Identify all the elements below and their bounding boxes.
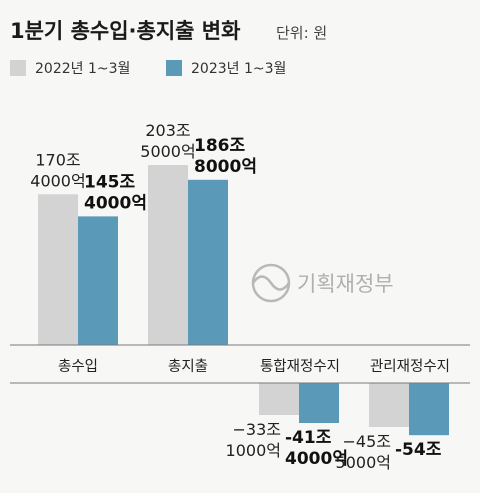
value-labels: 170조 4000억 203조 5000억 −33조 1000억 −45조 5000억 145조… [30, 121, 441, 472]
value-label-total-expenditure-2023-line1: 186조 [194, 136, 245, 156]
bar-total-revenue-2022 [38, 194, 78, 345]
bar-total-revenue-2023 [78, 216, 118, 345]
category-label-total-revenue: 총수입 [58, 358, 98, 375]
category-label-total-expenditure: 총지출 [168, 358, 208, 375]
value-label-total-revenue-2022-line2: 4000억 [30, 171, 85, 190]
value-label-total-revenue-2023-line1: 145조 [84, 172, 135, 192]
value-label-managed-balance-2022-line2: 5000억 [336, 453, 391, 472]
legend: 2022년 1~3월 2023년 1~3월 [10, 60, 286, 77]
bars-layer [38, 165, 449, 436]
value-label-total-expenditure-2022-line1: 203조 [145, 121, 190, 140]
legend-swatch-2023 [166, 60, 182, 76]
category-labels: 총수입 총지출 통합재정수지 관리재정수지 [58, 358, 450, 375]
bar-integrated-balance-2022 [259, 383, 299, 415]
category-label-managed-balance: 관리재정수지 [370, 358, 450, 375]
bar-managed-balance-2023 [409, 383, 449, 436]
value-label-total-revenue-2023-line2: 4000억 [84, 193, 147, 213]
watermark: 기획재정부 [251, 263, 394, 303]
legend-swatch-2022 [10, 60, 26, 76]
legend-label-2023: 2023년 1~3월 [191, 61, 286, 77]
value-label-managed-balance-2022-line1: −45조 [343, 432, 392, 451]
bar-integrated-balance-2023 [299, 383, 339, 423]
value-label-managed-balance-2023-line1: -54조 [395, 440, 442, 460]
legend-label-2022: 2022년 1~3월 [35, 61, 130, 77]
chart-title: 1분기 총수입·총지출 변화 [10, 19, 241, 43]
government-emblem-icon [251, 263, 291, 303]
value-label-integrated-balance-2022-line1: −33조 [233, 420, 282, 439]
value-label-integrated-balance-2023-line2: 4000억 [285, 449, 348, 469]
value-label-integrated-balance-2022-line2: 1000억 [226, 441, 281, 460]
unit-label: 단위: 원 [276, 24, 327, 42]
watermark-text: 기획재정부 [297, 272, 394, 296]
value-label-total-expenditure-2023-line2: 8000억 [194, 157, 257, 177]
value-label-total-expenditure-2022-line2: 5000억 [140, 142, 195, 161]
bar-managed-balance-2022 [369, 383, 409, 427]
bar-total-expenditure-2023 [188, 179, 228, 345]
bar-total-expenditure-2022 [148, 165, 188, 345]
value-label-integrated-balance-2023-line1: -41조 [285, 428, 332, 448]
value-label-total-revenue-2022-line1: 170조 [35, 150, 80, 169]
category-label-integrated-balance: 통합재정수지 [260, 358, 340, 375]
